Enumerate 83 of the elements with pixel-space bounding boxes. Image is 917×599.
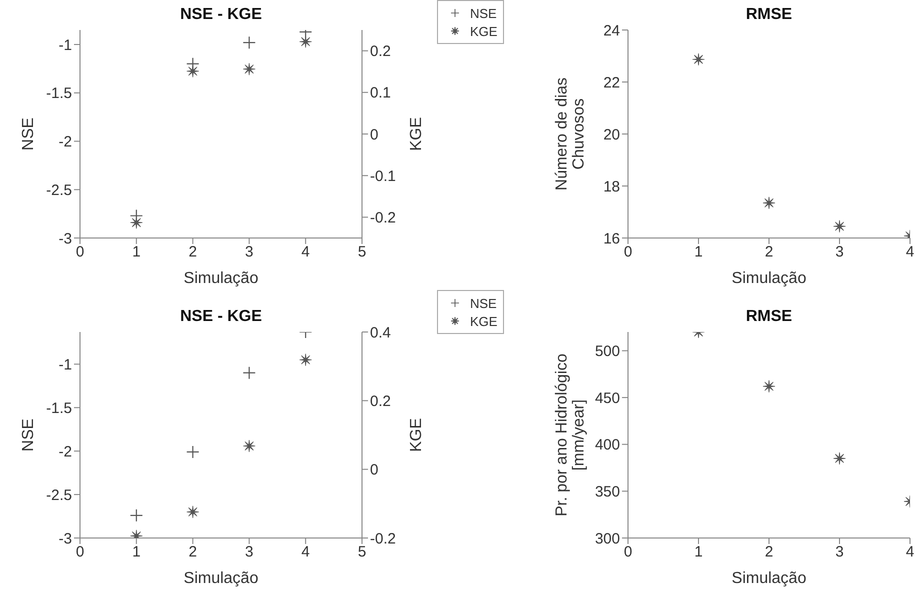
x-tick-label: 1 [132,244,141,261]
y-tick-label: -2.5 [46,486,72,504]
y-tick-label: -3 [58,530,72,548]
y2-tick-label: 0.4 [370,324,391,342]
x-tick-label: 3 [245,244,254,261]
y2-tick-label: 0.2 [370,43,391,60]
x-tick-label: 3 [835,244,844,261]
point [186,64,200,78]
chart-title: RMSE [744,308,794,326]
y-tick-label: 18 [603,178,620,196]
y-tick-label: 16 [603,230,620,248]
y-tick-label: -1.5 [46,85,72,102]
y-tick-label: 22 [603,74,620,92]
y-axis-title: Pr. por ano Hidrológico [mm/year] [554,354,588,516]
y-axis-title: Número de dias Chuvosos [554,78,588,190]
x-tick-label: 3 [245,544,254,561]
x-axis-title: Simulação [184,570,258,587]
x-tick-label: 1 [694,544,703,561]
y-tick-label: -2 [58,443,72,460]
y2-tick-label: -0.2 [370,210,396,227]
y-tick-label: -1 [58,356,72,374]
y-axis-title: NSE [20,418,37,452]
point [242,366,256,380]
x-tick-label: 1 [694,244,703,261]
point [833,220,846,233]
point [299,35,312,48]
point [130,508,143,522]
chart-title: NSE - KGE [179,6,263,24]
point [242,36,256,50]
x-tick-label: 5 [358,544,366,561]
y-tick-label: 20 [603,126,620,144]
y-tick-label: 300 [594,530,620,548]
point [242,62,256,76]
x-tick-label: 0 [76,244,84,261]
y-tick-label: 400 [594,436,620,454]
legend-label: KGE [470,314,498,328]
x-axis-title: Simulação [732,270,806,287]
point [299,354,312,366]
y-tick-label: 24 [603,22,620,40]
x-tick-label: 4 [301,244,310,261]
x-tick-label: 4 [906,244,914,261]
y2-tick-label: 0 [370,462,378,479]
y2-tick-label: 0 [370,126,378,144]
x-tick-label: 1 [132,544,141,561]
y-tick-label: -1.5 [46,400,72,417]
point [692,53,705,66]
chart-title: NSE - KGE [179,308,263,326]
x-tick-label: 2 [764,544,774,561]
y2-tick-label: -0.1 [370,168,396,185]
chart-title: RMSE [744,6,794,24]
y2-axis-title: KGE [408,117,425,151]
x-tick-label: 0 [624,244,632,261]
y-tick-label: -3 [58,230,72,248]
x-tick-label: 0 [76,544,84,561]
y2-tick-label: -0.2 [370,530,396,548]
y2-axis-title: KGE [408,418,425,452]
x-tick-label: 2 [188,544,197,561]
legend-label: NSE [470,6,497,20]
y-tick-label: 450 [594,390,620,407]
y-tick-label: 350 [594,484,620,501]
y-tick-label: 500 [594,343,620,360]
legend-label: KGE [470,24,498,38]
y-axis-title: NSE [20,118,37,150]
point [762,196,776,210]
legend-label: NSE [470,296,497,310]
x-tick-label: 2 [764,244,774,261]
x-tick-label: 0 [624,544,632,561]
x-axis-title: Simulação [732,570,806,587]
y2-tick-label: 0.1 [370,84,391,102]
y2-tick-label: 0.2 [370,392,391,410]
y-tick-label: -2.5 [46,182,72,199]
y-tick-label: -2 [58,134,72,151]
point [186,506,200,518]
point [186,445,200,458]
x-tick-label: 4 [301,544,310,561]
y-tick-label: -1 [58,36,72,54]
point [242,440,256,452]
x-tick-label: 5 [358,244,366,261]
point [130,216,143,229]
x-axis-title: Simulação [184,270,258,287]
x-tick-label: 4 [906,544,914,561]
x-tick-label: 3 [835,544,844,561]
x-tick-label: 2 [188,244,197,261]
